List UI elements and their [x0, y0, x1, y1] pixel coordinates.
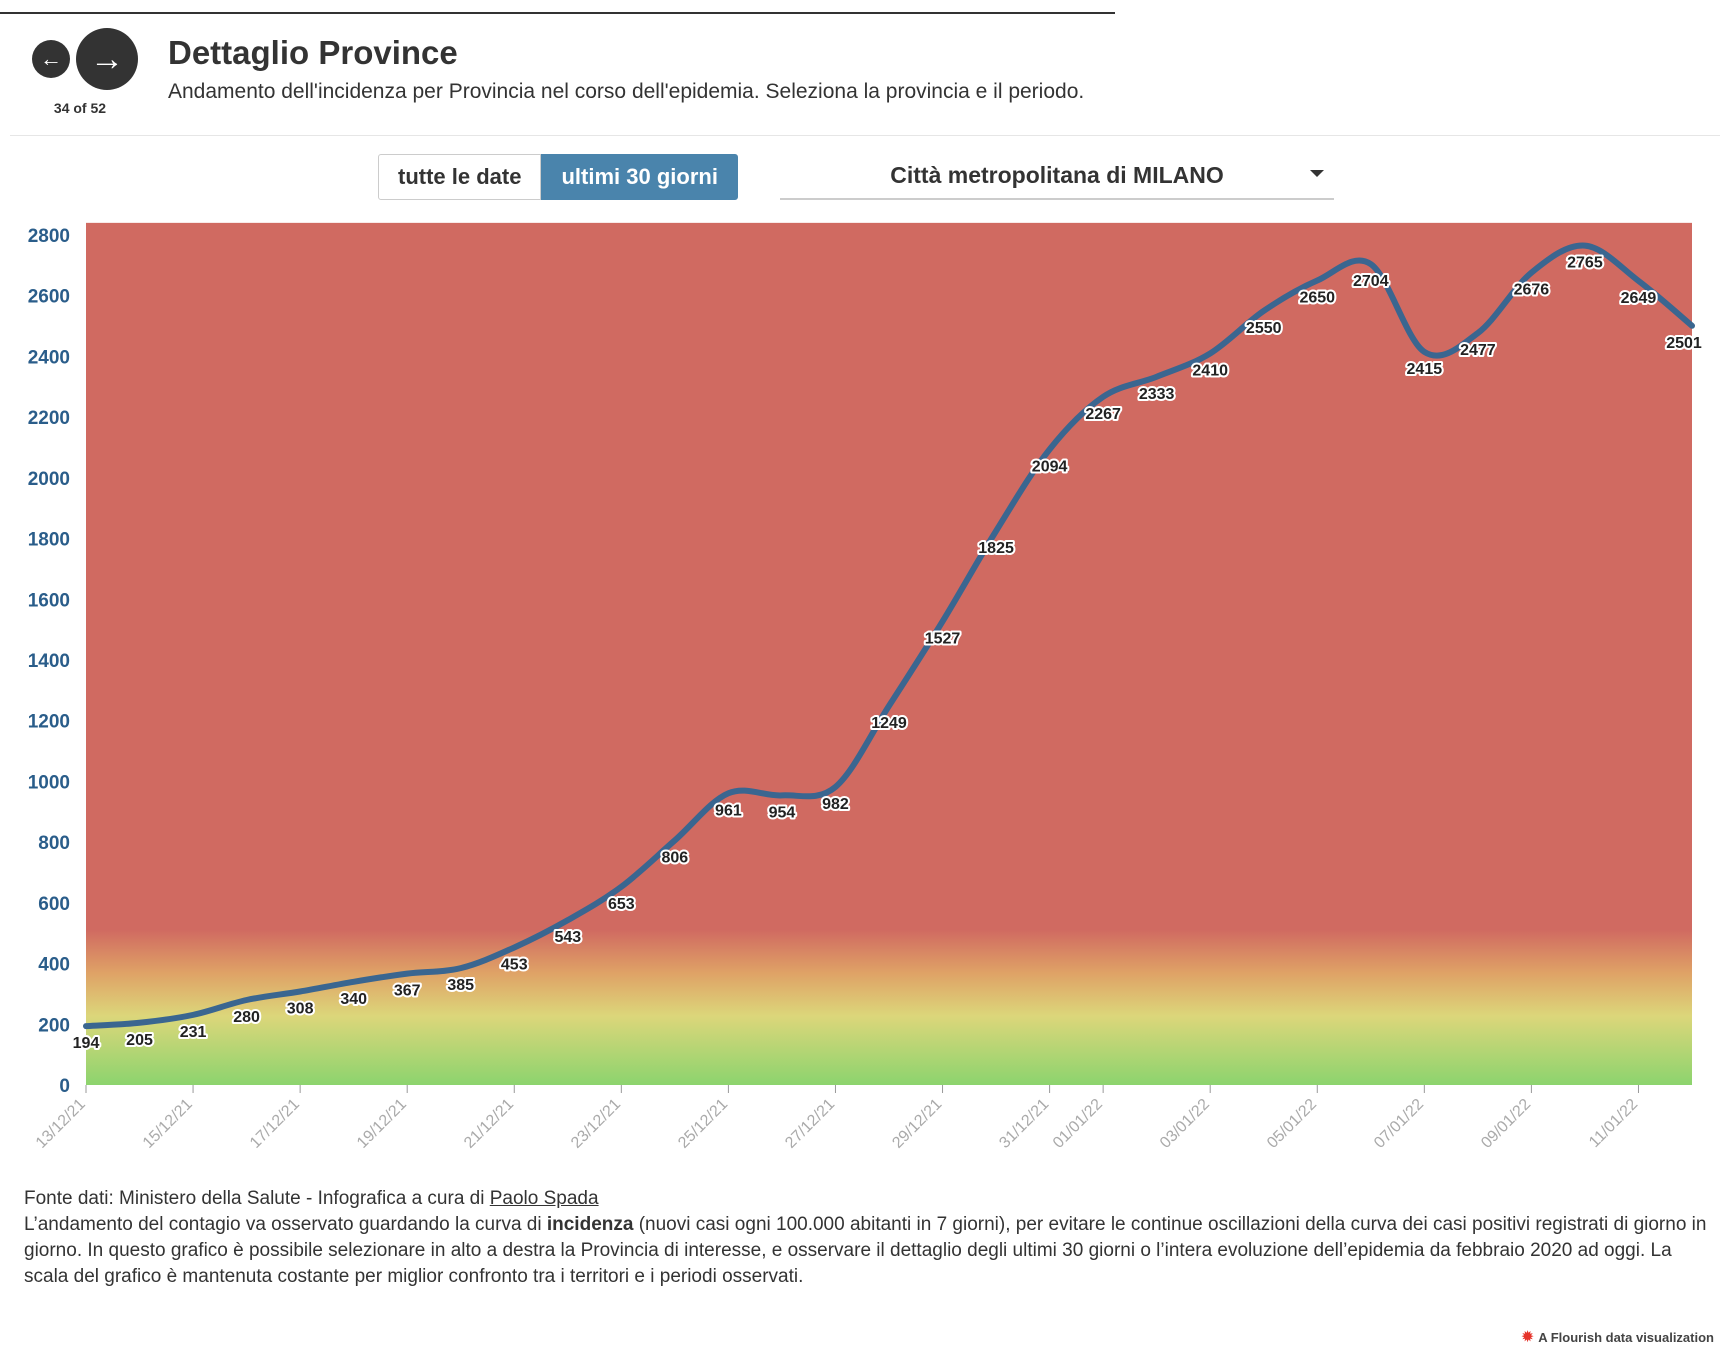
data-label: 205 — [126, 1032, 153, 1049]
x-tick-label: 01/01/22 — [1050, 1096, 1106, 1152]
flourish-credit-text: A Flourish data visualization — [1538, 1329, 1714, 1345]
x-tick-label: 29/12/21 — [889, 1096, 945, 1152]
x-tick-label: 31/12/21 — [996, 1096, 1052, 1152]
data-label: 2415 — [1407, 361, 1443, 378]
all-dates-button[interactable]: tutte le date — [378, 154, 542, 200]
data-label: 1825 — [978, 540, 1014, 557]
description-part-2: (nuovi casi ogni 100.000 abitanti in 7 g… — [24, 1214, 1707, 1287]
source-line: Fonte dati: Ministero della Salute - Inf… — [24, 1186, 1714, 1212]
top-rule — [0, 12, 1115, 14]
y-tick-label: 600 — [38, 894, 70, 915]
data-label: 280 — [233, 1009, 260, 1026]
x-tick-label: 23/12/21 — [568, 1096, 624, 1152]
period-toggle: tutte le date ultimi 30 giorni — [378, 154, 738, 200]
page-title: Dettaglio Province — [168, 34, 458, 71]
y-tick-label: 1800 — [28, 530, 70, 551]
plot-background — [86, 222, 1692, 1085]
y-tick-label: 800 — [38, 833, 70, 854]
story-navigation: ← → 34 of 52 — [30, 26, 142, 126]
data-label: 2410 — [1192, 362, 1228, 379]
arrow-right-icon[interactable]: → — [76, 28, 138, 90]
header-divider — [10, 135, 1720, 136]
x-tick-label: 21/12/21 — [461, 1096, 517, 1152]
x-tick-label: 11/01/22 — [1586, 1096, 1641, 1151]
incidence-line — [83, 242, 1695, 1030]
data-label: 954 — [769, 804, 796, 821]
data-label: 2094 — [1032, 458, 1068, 475]
x-tick-label: 13/12/21 — [33, 1096, 89, 1152]
data-label: 340 — [340, 991, 367, 1008]
y-tick-label: 2000 — [28, 469, 70, 490]
data-label: 1249 — [871, 715, 907, 732]
y-tick-label: 2600 — [28, 287, 70, 308]
y-tick-label: 1600 — [28, 590, 70, 611]
chevron-down-icon — [1310, 170, 1324, 177]
data-label: 2650 — [1299, 290, 1335, 307]
data-label: 2550 — [1246, 320, 1282, 337]
province-select-value: Città metropolitana di MILANO — [890, 162, 1224, 188]
y-tick-label: 1400 — [28, 651, 70, 672]
y-tick-label: 2200 — [28, 408, 70, 429]
data-label: 2649 — [1621, 290, 1657, 307]
incidence-chart: 0 200 400 600 800 1000 1200 1400 1600 1800 2000 220… — [28, 222, 1704, 1152]
flourish-logo-icon: ✹ — [1520, 1329, 1535, 1346]
slide-counter: 34 of 52 — [53, 100, 107, 116]
footer-notes: Fonte dati: Ministero della Salute - Inf… — [24, 1186, 1714, 1290]
x-tick-label: 09/01/22 — [1478, 1096, 1534, 1152]
data-label: 2704 — [1353, 273, 1389, 290]
x-tick-label: 03/01/22 — [1157, 1096, 1213, 1152]
data-label: 2501 — [1666, 335, 1702, 352]
x-tick-label: 17/12/21 — [247, 1096, 303, 1152]
data-label: 806 — [662, 849, 689, 866]
province-select[interactable]: Città metropolitana di MILANO — [780, 154, 1334, 200]
x-tick-label: 25/12/21 — [675, 1096, 731, 1152]
y-tick-label: 0 — [59, 1076, 70, 1097]
source-text: Fonte dati: Ministero della Salute - Inf… — [24, 1188, 490, 1209]
data-label: 2765 — [1567, 255, 1603, 272]
data-label: 543 — [554, 929, 581, 946]
data-label: 385 — [447, 977, 474, 994]
x-tick-label: 05/01/22 — [1264, 1096, 1320, 1152]
data-label: 1527 — [925, 630, 961, 647]
description-part-1: L’andamento del contagio va osservato gu… — [24, 1214, 547, 1235]
x-tick-label: 19/12/21 — [354, 1096, 410, 1152]
x-tick-label: 07/01/22 — [1371, 1096, 1427, 1152]
data-label: 2676 — [1514, 282, 1550, 299]
author-link[interactable]: Paolo Spada — [489, 1188, 599, 1209]
y-tick-label: 1000 — [28, 772, 70, 793]
description-text: L’andamento del contagio va osservato gu… — [24, 1212, 1714, 1290]
data-label: 2267 — [1085, 406, 1121, 423]
y-tick-label: 2400 — [28, 347, 70, 368]
description-bold: incidenza — [546, 1214, 634, 1235]
x-tick-label: 15/12/21 — [140, 1096, 196, 1152]
data-label: 231 — [180, 1024, 207, 1041]
data-label: 653 — [608, 896, 635, 913]
y-tick-label: 400 — [38, 955, 70, 976]
y-tick-label: 1200 — [28, 712, 70, 733]
data-label: 961 — [715, 802, 742, 819]
last-30-days-button[interactable]: ultimi 30 giorni — [541, 154, 738, 200]
data-label: 367 — [394, 983, 421, 1000]
data-label: 453 — [501, 956, 528, 973]
arrow-left-icon[interactable]: ← — [32, 40, 70, 78]
data-label: 2477 — [1460, 342, 1496, 359]
y-tick-label: 200 — [38, 1015, 70, 1036]
page-subtitle: Andamento dell'incidenza per Provincia n… — [168, 80, 1085, 103]
data-label: 2333 — [1139, 386, 1175, 403]
data-label: 982 — [822, 796, 849, 813]
data-label: 194 — [73, 1035, 100, 1052]
x-tick-label: 27/12/21 — [782, 1096, 838, 1152]
y-tick-label: 2800 — [28, 226, 70, 247]
flourish-credit[interactable]: ✹ A Flourish data visualization — [1521, 1327, 1714, 1347]
data-label: 308 — [287, 1001, 314, 1018]
